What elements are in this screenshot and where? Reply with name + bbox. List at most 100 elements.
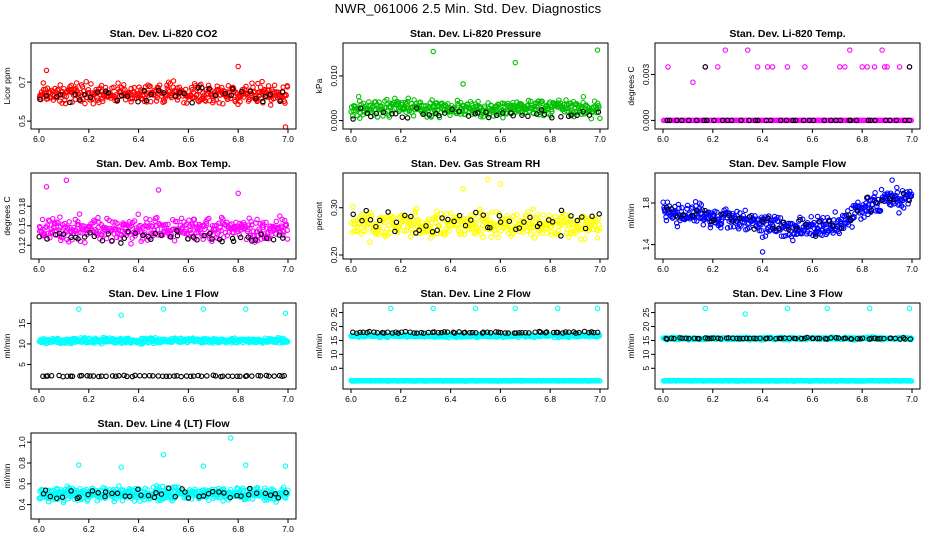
data-point: [254, 98, 260, 105]
data-point: [115, 80, 121, 86]
data-point: [59, 100, 65, 106]
data-point: [132, 230, 139, 237]
data-point: [540, 112, 547, 119]
data-point: [517, 100, 524, 107]
data-point: [354, 223, 361, 230]
data-point: [263, 235, 270, 241]
data-point: [161, 90, 167, 96]
x-tick-label: 6.8: [544, 134, 556, 144]
data-point: [906, 64, 913, 70]
data-point: [39, 216, 46, 223]
data-point: [218, 87, 224, 93]
data-point: [125, 228, 131, 235]
x-tick-label: 6.8: [856, 264, 868, 274]
data-point: [666, 117, 673, 124]
data-point: [198, 81, 204, 88]
data-point: [181, 90, 187, 97]
data-point: [441, 107, 447, 114]
data-point: [194, 91, 200, 98]
data-point: [777, 117, 784, 124]
data-point: [88, 81, 94, 87]
data-point: [595, 102, 602, 109]
data-point: [359, 228, 366, 235]
data-point: [558, 114, 564, 120]
data-point: [686, 117, 692, 124]
data-point: [189, 100, 195, 106]
data-point: [210, 97, 217, 104]
data-point: [174, 232, 181, 239]
data-point: [906, 117, 912, 124]
data-point: [99, 237, 106, 244]
y-tick-label: 5: [641, 366, 651, 371]
data-point: [784, 305, 791, 312]
data-point: [237, 99, 243, 105]
data-point: [100, 98, 106, 105]
x-tick-label: 6.4: [757, 264, 769, 274]
data-point: [165, 221, 171, 228]
data-point: [266, 235, 272, 242]
y-axis-label: ml/min: [314, 333, 324, 358]
data-point: [395, 225, 402, 231]
data-point: [270, 236, 277, 243]
x-tick-label: 7.0: [906, 134, 918, 144]
data-point: [392, 110, 399, 117]
data-point: [116, 373, 122, 379]
data-point: [98, 373, 105, 379]
data-point: [43, 184, 50, 190]
data-point: [187, 227, 194, 233]
x-tick-label: 6.4: [757, 394, 769, 404]
data-point: [704, 117, 710, 124]
data-point: [475, 98, 481, 105]
x-tick-label: 6.0: [345, 264, 357, 274]
data-point: [413, 105, 420, 111]
data-point: [273, 218, 280, 225]
x-tick-label: 6.6: [182, 134, 194, 144]
x-tick-label: 7.0: [906, 264, 918, 274]
data-point: [800, 117, 807, 124]
data-point: [57, 214, 63, 220]
data-point: [460, 81, 466, 87]
data-point: [389, 111, 395, 117]
data-point: [105, 231, 112, 237]
data-point: [139, 236, 146, 242]
data-point: [381, 104, 388, 110]
chart-title: Stan. Dev. Line 2 Flow: [420, 288, 531, 300]
x-tick-label: 6.6: [182, 264, 194, 274]
data-point: [257, 84, 264, 91]
data-point: [497, 181, 504, 187]
data-point: [744, 117, 750, 124]
data-point: [525, 208, 531, 215]
x-tick-label: 6.2: [707, 134, 719, 144]
data-point: [228, 92, 235, 99]
data-point: [866, 305, 873, 312]
data-point: [66, 219, 72, 225]
data-point: [37, 96, 43, 102]
plot-frame: [342, 42, 609, 130]
data-point: [284, 236, 291, 242]
data-point: [262, 93, 268, 100]
data-point: [759, 249, 766, 255]
data-point: [568, 112, 574, 119]
data-point: [212, 92, 219, 99]
data-point: [165, 87, 172, 94]
data-point: [57, 82, 63, 88]
data-point: [500, 110, 506, 116]
data-point: [214, 83, 220, 89]
data-point: [68, 82, 75, 89]
y-tick-label: 0.000: [641, 110, 651, 132]
data-point: [385, 209, 391, 215]
data-point: [279, 216, 285, 223]
data-point: [430, 305, 436, 312]
data-point: [76, 97, 83, 103]
data-point: [871, 64, 878, 70]
data-point: [190, 373, 197, 379]
data-point: [469, 101, 475, 107]
data-point: [82, 100, 88, 107]
data-point: [276, 232, 283, 238]
data-point: [527, 231, 534, 237]
y-tick-label: 25: [329, 308, 339, 318]
data-point: [530, 206, 536, 212]
y-tick-label: 0.010: [329, 65, 339, 87]
